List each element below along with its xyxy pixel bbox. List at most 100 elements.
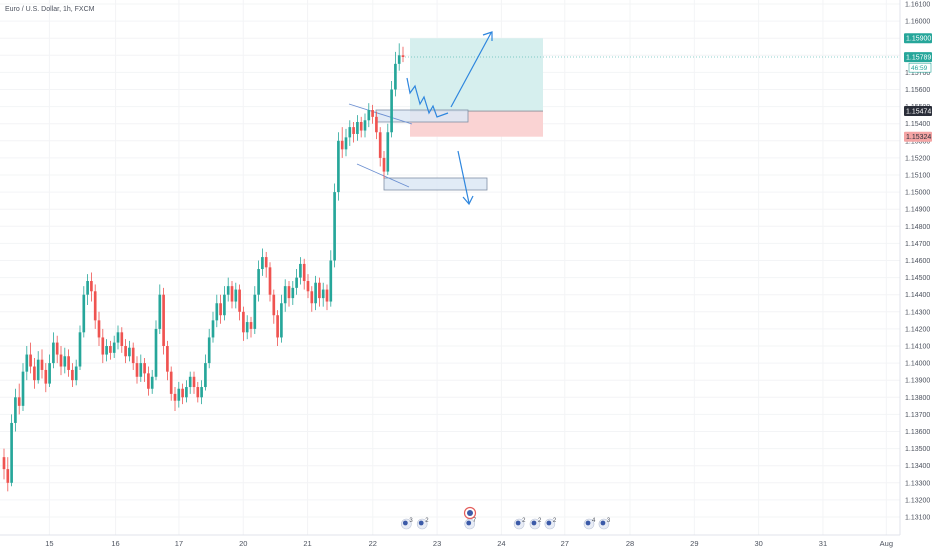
event-marker[interactable]: 2 — [416, 518, 429, 530]
candle[interactable] — [29, 342, 32, 374]
candle[interactable] — [306, 274, 310, 299]
candle[interactable] — [48, 354, 51, 388]
candle[interactable] — [101, 328, 105, 364]
candle[interactable] — [245, 315, 249, 340]
candle[interactable] — [321, 282, 325, 307]
candle[interactable] — [82, 286, 86, 338]
candle[interactable] — [242, 306, 245, 341]
candle[interactable] — [261, 248, 264, 276]
candle[interactable] — [397, 43, 401, 71]
candle[interactable] — [283, 279, 287, 312]
highlighted-event-marker[interactable] — [463, 506, 477, 520]
candle[interactable] — [14, 388, 17, 432]
candle[interactable] — [112, 335, 116, 358]
candle[interactable] — [318, 277, 321, 307]
candle[interactable] — [276, 310, 279, 346]
candle[interactable] — [280, 294, 283, 343]
candle[interactable] — [230, 281, 234, 309]
candle[interactable] — [109, 340, 112, 360]
candle[interactable] — [90, 272, 93, 302]
candle[interactable] — [291, 281, 295, 305]
candle[interactable] — [215, 294, 219, 328]
event-marker[interactable]: 2 — [544, 518, 557, 530]
event-marker[interactable]: 2 — [529, 518, 542, 530]
candle[interactable] — [207, 328, 211, 369]
candle[interactable] — [378, 127, 382, 167]
price-axis[interactable]: 1.161001.160001.159001.158001.157001.156… — [899, 0, 932, 550]
candle[interactable] — [181, 383, 184, 405]
candle[interactable] — [314, 275, 317, 311]
candle[interactable] — [169, 366, 173, 401]
candle[interactable] — [394, 51, 397, 97]
candle[interactable] — [325, 284, 329, 311]
candle[interactable] — [302, 258, 306, 290]
candle[interactable] — [177, 381, 181, 408]
candle[interactable] — [386, 123, 390, 175]
candle[interactable] — [52, 332, 55, 369]
candle[interactable] — [33, 357, 36, 389]
candle[interactable] — [200, 380, 203, 405]
candle[interactable] — [234, 282, 238, 309]
candle[interactable] — [143, 357, 146, 382]
candle[interactable] — [105, 339, 108, 362]
candle[interactable] — [63, 347, 67, 374]
candle[interactable] — [128, 340, 131, 362]
candle[interactable] — [401, 46, 405, 63]
event-marker[interactable]: 4 — [583, 518, 596, 530]
candle[interactable] — [268, 262, 272, 302]
candle[interactable] — [150, 369, 154, 394]
candle[interactable] — [356, 115, 359, 141]
candle[interactable] — [344, 128, 348, 157]
candle[interactable] — [238, 284, 241, 321]
candle[interactable] — [139, 354, 143, 382]
candle[interactable] — [295, 269, 298, 295]
candle[interactable] — [162, 287, 165, 355]
economic-events[interactable]: 3 2 7 2 2 2 4 3 — [401, 506, 611, 530]
candle[interactable] — [21, 363, 25, 411]
candle[interactable] — [371, 104, 374, 124]
candle[interactable] — [59, 346, 63, 376]
candle[interactable] — [25, 346, 29, 381]
candle[interactable] — [219, 294, 222, 324]
candle[interactable] — [352, 121, 355, 143]
candle[interactable] — [192, 371, 196, 394]
candle[interactable] — [158, 284, 162, 335]
candle[interactable] — [120, 327, 124, 353]
event-marker[interactable]: 2 — [513, 518, 526, 530]
target-zone[interactable] — [410, 38, 543, 112]
supply-zone-box[interactable] — [375, 109, 469, 123]
candle[interactable] — [272, 289, 276, 324]
candle[interactable] — [382, 151, 386, 179]
candle[interactable] — [264, 251, 268, 278]
event-marker[interactable]: 7 — [464, 518, 477, 530]
candle[interactable] — [211, 311, 215, 343]
candles-layer[interactable] — [2, 43, 405, 492]
candle[interactable] — [116, 325, 120, 350]
candle[interactable] — [226, 277, 230, 302]
candle[interactable] — [78, 325, 82, 370]
candle[interactable] — [17, 383, 21, 415]
candle[interactable] — [40, 349, 44, 379]
candle[interactable] — [185, 380, 188, 403]
candle[interactable] — [71, 363, 74, 388]
candle[interactable] — [93, 284, 97, 329]
candle[interactable] — [375, 111, 378, 140]
candle[interactable] — [204, 354, 207, 391]
candle[interactable] — [55, 335, 59, 364]
candle[interactable] — [86, 274, 89, 305]
candle[interactable] — [390, 80, 393, 138]
candle[interactable] — [173, 387, 177, 411]
candle[interactable] — [166, 340, 169, 381]
candle[interactable] — [257, 260, 260, 302]
candle[interactable] — [333, 183, 336, 268]
candle[interactable] — [67, 349, 70, 377]
candle[interactable] — [287, 281, 291, 307]
candle[interactable] — [337, 132, 340, 201]
candle[interactable] — [329, 250, 333, 307]
candle[interactable] — [363, 113, 367, 138]
candle[interactable] — [97, 311, 101, 346]
candle[interactable] — [131, 342, 135, 370]
candle[interactable] — [310, 286, 314, 312]
candle[interactable] — [147, 366, 150, 396]
trendline-upper[interactable] — [348, 103, 413, 125]
